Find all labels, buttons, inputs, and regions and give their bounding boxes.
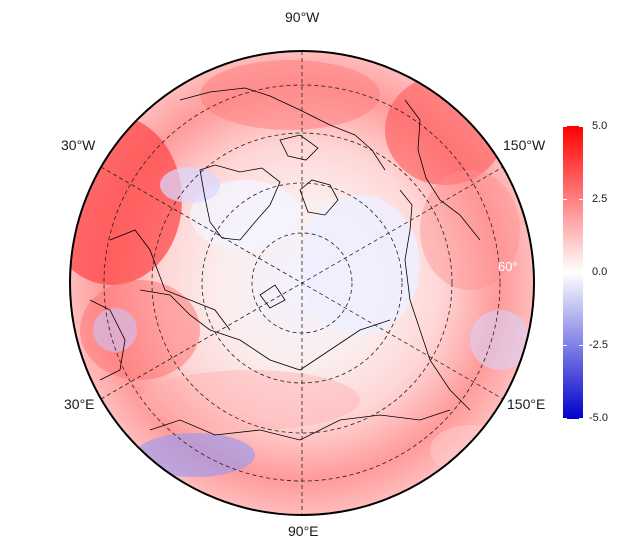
- graticule: [100, 51, 504, 515]
- lat-label-60: 60°: [498, 259, 518, 274]
- lon-label-150e: 150°E: [507, 396, 546, 412]
- colorbar-tick-neg-2-5: -2.5: [589, 339, 608, 351]
- lon-label-90w: 90°W: [285, 9, 320, 25]
- anomaly-field: [70, 51, 534, 515]
- colorbar-tick-0: 0.0: [592, 266, 608, 278]
- lon-label-150w: 150°W: [503, 137, 546, 153]
- colorbar-tick-neg-5: -5.0: [589, 412, 608, 424]
- colorbar-tick-5: 5.0: [592, 120, 608, 132]
- lon-label-30e: 30°E: [64, 396, 95, 412]
- colorbar: [563, 126, 583, 419]
- coastlines: [89, 87, 481, 441]
- map-border: [69, 50, 535, 516]
- lon-label-90e: 90°E: [288, 523, 319, 539]
- lon-label-30w: 30°W: [61, 137, 96, 153]
- colorbar-tick-2-5: 2.5: [592, 193, 608, 205]
